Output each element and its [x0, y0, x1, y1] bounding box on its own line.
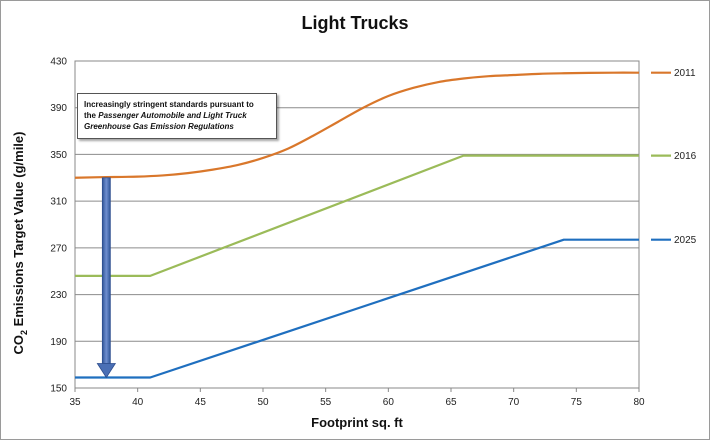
y-tick-label: 150 [50, 384, 67, 395]
y-axis-title-subscript: 2 [19, 330, 29, 335]
x-tick-label: 35 [69, 397, 81, 408]
x-tick-label: 80 [633, 397, 645, 408]
annotation-line-2: the Passenger Automobile and Light Truck [84, 110, 270, 121]
series-line-2025 [75, 238, 639, 379]
annotation-line-2-italic: Passenger Automobile and Light Truck [98, 111, 247, 120]
series-line-2011 [74, 71, 640, 179]
x-tick-label: 60 [383, 397, 395, 408]
plot-area-border [74, 60, 640, 389]
series-line-2016 [75, 154, 639, 277]
annotation-box: Increasingly stringent standards pursuan… [77, 93, 277, 139]
x-tick-label: 50 [257, 397, 269, 408]
x-tick-label: 65 [445, 397, 457, 408]
arrow-head [96, 363, 117, 379]
x-tick-label: 75 [571, 397, 583, 408]
y-tick-label: 190 [50, 337, 67, 348]
x-tick-label: 55 [320, 397, 332, 408]
annotation-line-2-prefix: the [84, 111, 99, 120]
y-tick-label: 270 [50, 243, 67, 254]
y-tick-label: 350 [50, 150, 67, 161]
series-label-2016: 2016 [674, 151, 697, 162]
x-tick-label: 40 [132, 397, 144, 408]
y-tick-label: 390 [50, 103, 67, 114]
y-axis-title-suffix: Emissions Target Value (g/mile) [11, 132, 26, 330]
axes: 150 190 230 270 310 350 390 430 35 40 45 50 55 60 65 70… [50, 57, 645, 409]
y-tick-label: 230 [50, 290, 67, 301]
x-tick-label: 70 [508, 397, 520, 408]
arrow-shaft [101, 177, 111, 364]
stringency-arrow [96, 177, 117, 379]
y-axis-title-prefix: CO [11, 335, 26, 355]
y-tick-label: 430 [50, 57, 67, 68]
series-labels: 2011 2016 2025 [651, 68, 697, 246]
x-axis-title: Footprint sq. ft [311, 415, 403, 430]
annotation-line-3: Greenhouse Gas Emission Regulations [84, 122, 234, 131]
series-label-2011: 2011 [674, 68, 696, 79]
series-label-2025: 2025 [674, 235, 697, 246]
x-tick-label: 45 [195, 397, 207, 408]
chart-title: Light Trucks [301, 13, 408, 33]
series-lines [74, 71, 640, 379]
annotation-line-1: Increasingly stringent standards pursuan… [84, 100, 254, 109]
y-tick-label: 310 [50, 197, 67, 208]
y-axis-title: CO2 Emissions Target Value (g/mile) [11, 132, 29, 355]
